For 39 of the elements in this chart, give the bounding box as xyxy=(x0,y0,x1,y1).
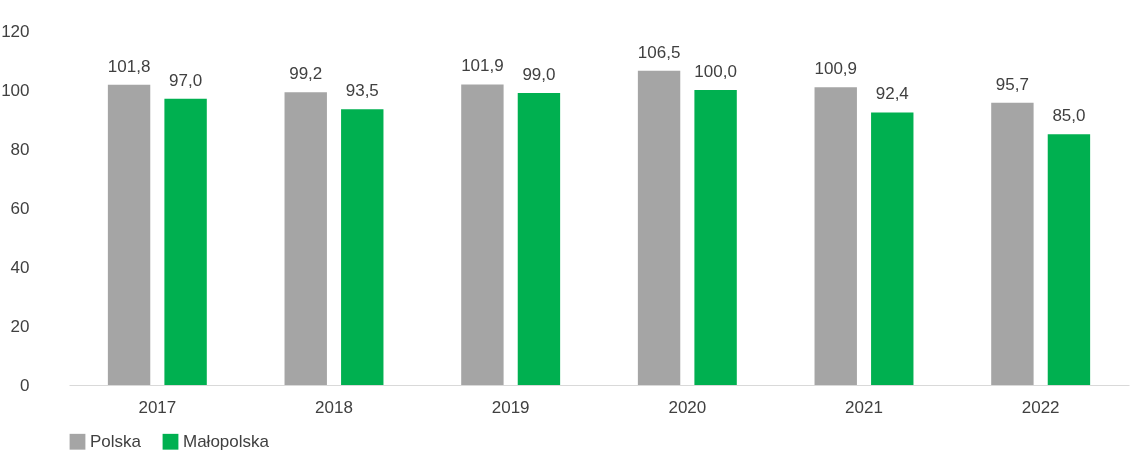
bar xyxy=(517,92,561,385)
y-tick-label: 20 xyxy=(10,316,30,336)
y-tick-label: 60 xyxy=(10,198,30,218)
bar xyxy=(107,84,151,385)
bar xyxy=(871,112,914,385)
legend-label: Polska xyxy=(90,431,142,451)
x-tick-label: 2018 xyxy=(315,397,353,417)
x-tick-label: 2020 xyxy=(668,397,707,417)
data-label: 101,9 xyxy=(461,56,504,76)
bar xyxy=(991,102,1034,385)
x-tick-label: 2021 xyxy=(845,397,883,417)
y-tick-label: 0 xyxy=(20,375,30,395)
bar xyxy=(284,92,327,385)
y-tick-label: 40 xyxy=(10,257,30,277)
data-label: 92,4 xyxy=(875,84,909,104)
y-tick-label: 120 xyxy=(1,21,30,41)
data-label: 101,8 xyxy=(107,56,151,76)
bar xyxy=(637,70,681,385)
bar xyxy=(1047,134,1091,385)
data-label: 95,7 xyxy=(995,74,1029,94)
data-label: 97,0 xyxy=(169,70,203,90)
bar xyxy=(164,98,207,385)
bar xyxy=(341,109,384,385)
x-tick-label: 2019 xyxy=(491,397,530,417)
x-tick-label: 2022 xyxy=(1021,397,1060,417)
data-label: 100,9 xyxy=(814,59,858,79)
data-label: 93,5 xyxy=(345,81,379,101)
bar xyxy=(814,87,857,385)
data-label: 100,0 xyxy=(694,62,737,81)
legend-label: Małopolska xyxy=(183,431,270,451)
y-tick-label: 80 xyxy=(10,139,30,159)
data-label: 85,0 xyxy=(1052,106,1086,126)
data-label: 99,0 xyxy=(522,64,556,84)
bar xyxy=(694,90,737,385)
y-tick-label: 100 xyxy=(1,80,30,100)
x-tick-label: 2017 xyxy=(138,397,177,417)
data-label: 99,2 xyxy=(289,64,323,84)
bar xyxy=(461,84,504,385)
data-label: 106,5 xyxy=(637,42,681,62)
